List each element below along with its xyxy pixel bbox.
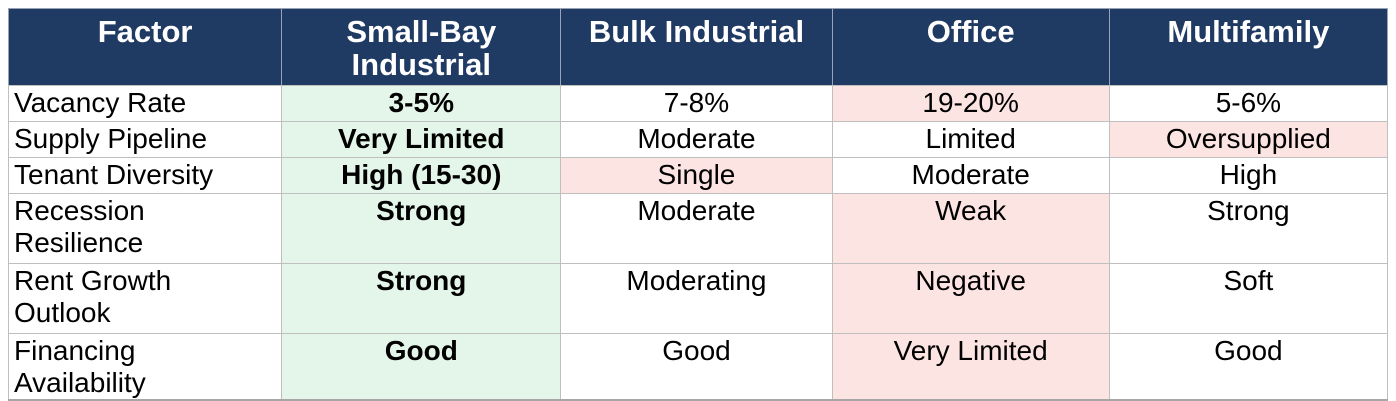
column-header-multifamily: Multifamily	[1108, 8, 1389, 86]
table-row-tenant-diversity: Tenant Diversity High (15-30) Single Mod…	[7, 157, 1389, 194]
table-cell: High	[1108, 157, 1389, 194]
table-cell: Moderate	[831, 157, 1110, 194]
table-row-financing-availability: Financing Availability Good Good Very Li…	[7, 333, 1389, 401]
table-cell: 5-6%	[1108, 85, 1389, 122]
row-label: Rent Growth Outlook	[7, 263, 283, 334]
table-cell: Strong	[1108, 193, 1389, 264]
table-row-rent-growth-outlook: Rent Growth Outlook Strong Moderating Ne…	[7, 263, 1389, 334]
table-cell: Single	[560, 157, 833, 194]
column-header-small-bay-industrial: Small-Bay Industrial	[281, 8, 562, 86]
table-cell: Soft	[1108, 263, 1389, 334]
table-cell: Moderate	[560, 121, 833, 158]
column-header-bulk-industrial: Bulk Industrial	[560, 8, 833, 86]
table-cell: Limited	[831, 121, 1110, 158]
table-cell: High (15-30)	[281, 157, 562, 194]
table-cell: Negative	[831, 263, 1110, 334]
header-row: Factor Small-Bay Industrial Bulk Industr…	[7, 8, 1389, 86]
table-cell: Good	[560, 333, 833, 401]
column-header-factor: Factor	[7, 8, 283, 86]
row-label: Financing Availability	[7, 333, 283, 401]
table-cell: Good	[1108, 333, 1389, 401]
table-row-vacancy-rate: Vacancy Rate 3-5% 7-8% 19-20% 5-6%	[7, 85, 1389, 122]
row-label: Supply Pipeline	[7, 121, 283, 158]
table-cell: Oversupplied	[1108, 121, 1389, 158]
table-row-supply-pipeline: Supply Pipeline Very Limited Moderate Li…	[7, 121, 1389, 158]
table-cell: Very Limited	[281, 121, 562, 158]
row-label: Tenant Diversity	[7, 157, 283, 194]
table-cell: Good	[281, 333, 562, 401]
table-cell: Strong	[281, 263, 562, 334]
table-cell: Very Limited	[831, 333, 1110, 401]
table-cell: Weak	[831, 193, 1110, 264]
comparison-table: Factor Small-Bay Industrial Bulk Industr…	[7, 8, 1389, 401]
table-cell: Strong	[281, 193, 562, 264]
row-label: Vacancy Rate	[7, 85, 283, 122]
table-cell: Moderating	[560, 263, 833, 334]
table-cell: Moderate	[560, 193, 833, 264]
table-cell: 3-5%	[281, 85, 562, 122]
row-label: Recession Resilience	[7, 193, 283, 264]
column-header-office: Office	[831, 8, 1110, 86]
table-cell: 7-8%	[560, 85, 833, 122]
table-row-recession-resilience: Recession Resilience Strong Moderate Wea…	[7, 193, 1389, 264]
table-cell: 19-20%	[831, 85, 1110, 122]
